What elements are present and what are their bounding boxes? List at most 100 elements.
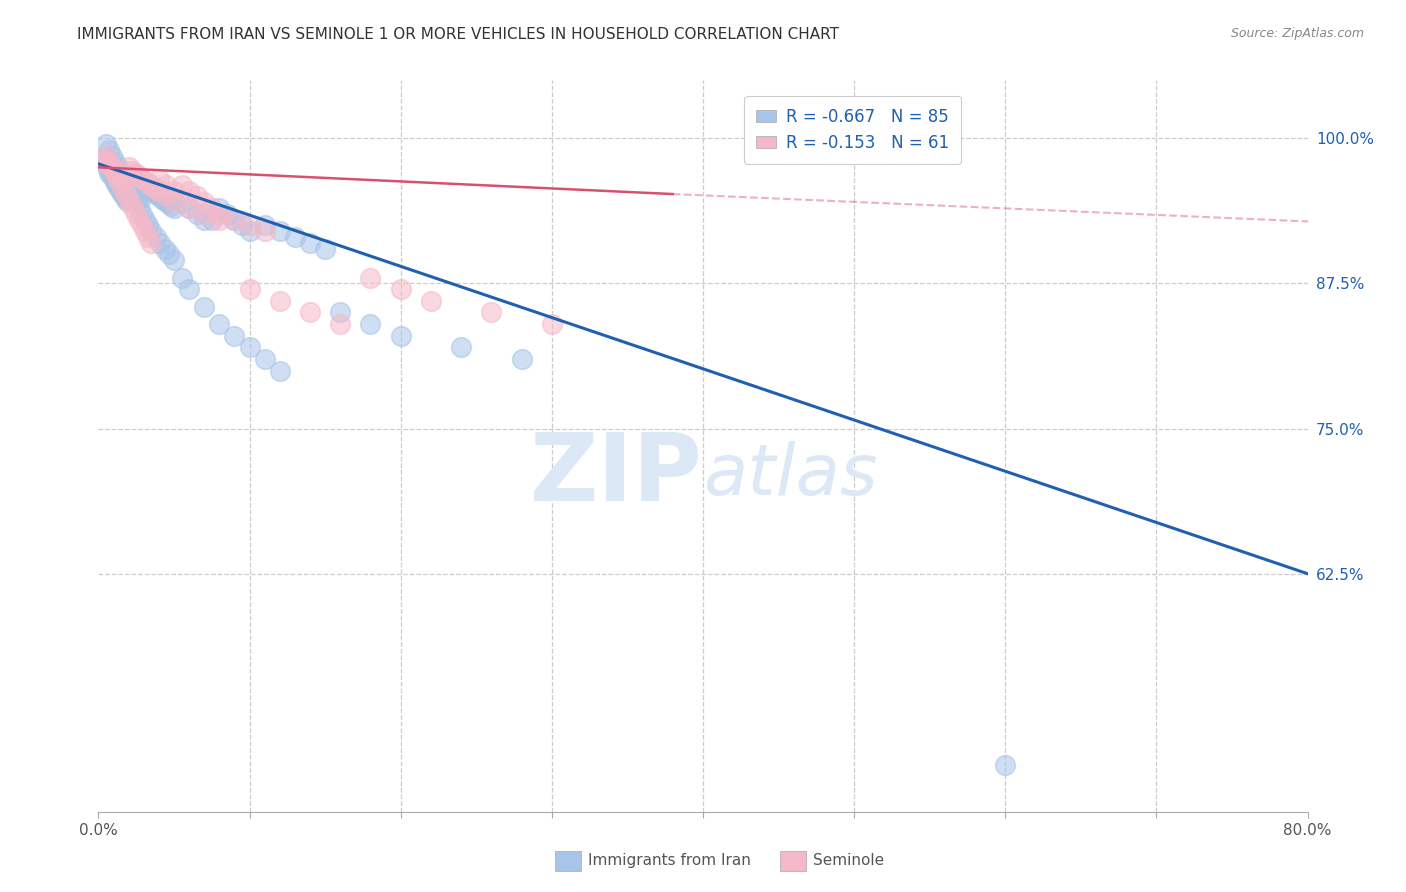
Point — [141, 235, 163, 250]
Point — [145, 182, 167, 196]
Point — [128, 212, 150, 227]
Point — [139, 182, 162, 196]
Point — [163, 184, 186, 198]
Point — [314, 242, 336, 256]
Point — [94, 149, 117, 163]
Point — [329, 317, 352, 331]
Point — [994, 758, 1017, 772]
Point — [389, 328, 412, 343]
Point — [153, 194, 176, 208]
Point — [115, 194, 138, 208]
Point — [253, 351, 276, 366]
Point — [124, 166, 146, 180]
Point — [120, 174, 142, 188]
Point — [510, 351, 533, 366]
Point — [269, 293, 291, 308]
Point — [134, 224, 156, 238]
Point — [284, 230, 307, 244]
Point — [114, 173, 136, 187]
Point — [96, 157, 118, 171]
Point — [170, 195, 193, 210]
Point — [111, 187, 134, 202]
Point — [129, 190, 152, 204]
Text: ZIP: ZIP — [530, 429, 703, 521]
Point — [360, 270, 382, 285]
Point — [269, 224, 291, 238]
Point — [224, 328, 246, 343]
Point — [105, 178, 128, 192]
Point — [186, 207, 208, 221]
Point — [540, 317, 562, 331]
Text: Source: ZipAtlas.com: Source: ZipAtlas.com — [1230, 27, 1364, 40]
Point — [148, 189, 170, 203]
Point — [125, 195, 148, 210]
Point — [100, 169, 122, 183]
Point — [122, 189, 145, 203]
Point — [269, 363, 291, 377]
Point — [142, 185, 165, 199]
Point — [201, 201, 224, 215]
Point — [193, 212, 215, 227]
Point — [148, 172, 170, 186]
Point — [134, 212, 156, 227]
Point — [299, 235, 322, 250]
Point — [149, 235, 172, 250]
Point — [128, 188, 150, 202]
Point — [208, 317, 231, 331]
Point — [131, 219, 153, 233]
Point — [135, 180, 157, 194]
Point — [153, 242, 176, 256]
Point — [108, 182, 131, 196]
Point — [155, 189, 177, 203]
Point — [163, 195, 186, 210]
Point — [101, 149, 124, 163]
Point — [122, 201, 145, 215]
Point — [450, 340, 472, 354]
Point — [253, 219, 276, 233]
Point — [231, 219, 253, 233]
Point — [201, 212, 224, 227]
Point — [124, 181, 146, 195]
Point — [125, 207, 148, 221]
Point — [179, 201, 201, 215]
Point — [131, 207, 153, 221]
Point — [121, 164, 143, 178]
Text: IMMIGRANTS FROM IRAN VS SEMINOLE 1 OR MORE VEHICLES IN HOUSEHOLD CORRELATION CHA: IMMIGRANTS FROM IRAN VS SEMINOLE 1 OR MO… — [77, 27, 839, 42]
Point — [98, 143, 121, 157]
Text: atlas: atlas — [703, 441, 877, 509]
Point — [98, 166, 121, 180]
Point — [156, 196, 179, 211]
Point — [224, 212, 246, 227]
Point — [125, 184, 148, 198]
Point — [193, 207, 215, 221]
Point — [239, 282, 262, 296]
Point — [481, 305, 503, 319]
Point — [420, 293, 443, 308]
Point — [132, 178, 155, 192]
Point — [148, 184, 170, 198]
Legend: R = -0.667   N = 85, R = -0.153   N = 61: R = -0.667 N = 85, R = -0.153 N = 61 — [744, 96, 960, 163]
Point — [145, 230, 167, 244]
Point — [107, 180, 129, 194]
Point — [122, 178, 145, 193]
Point — [193, 300, 215, 314]
Point — [127, 169, 149, 183]
Point — [193, 195, 215, 210]
Point — [215, 207, 238, 221]
Point — [110, 166, 132, 180]
Point — [107, 161, 129, 175]
Point — [112, 189, 135, 203]
Point — [128, 201, 150, 215]
Point — [98, 154, 121, 169]
Point — [94, 137, 117, 152]
Point — [141, 224, 163, 238]
Point — [110, 178, 132, 192]
Point — [186, 189, 208, 203]
Point — [104, 166, 127, 180]
Point — [208, 201, 231, 215]
Point — [115, 189, 138, 203]
Point — [179, 184, 201, 198]
Point — [159, 247, 181, 261]
Point — [208, 212, 231, 227]
Point — [104, 154, 127, 169]
